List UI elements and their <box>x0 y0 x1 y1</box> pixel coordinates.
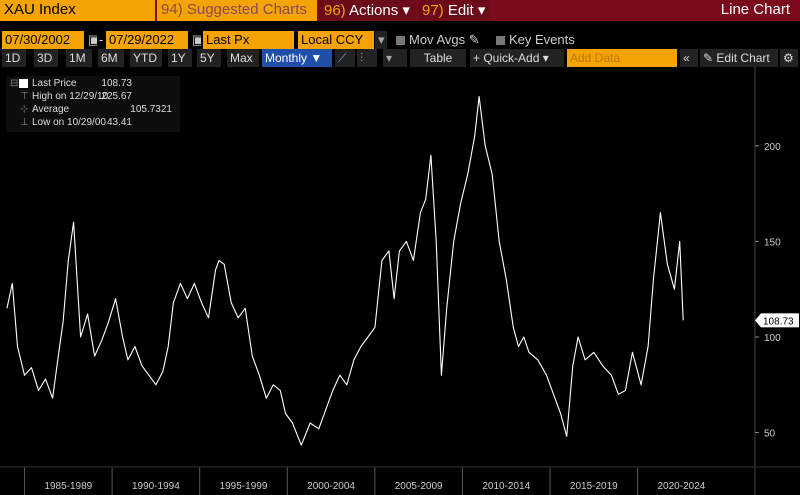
field-select[interactable]: Last Px <box>203 31 294 49</box>
line-chart-icon[interactable]: ⟋ <box>335 49 355 67</box>
legend-average-label: Average <box>32 104 70 115</box>
key-events-label: Key Events <box>509 32 575 47</box>
range-6m[interactable]: 6M <box>98 49 124 67</box>
legend-low-label: Low on 10/29/00 <box>32 117 106 128</box>
edit-number: 97) <box>422 2 444 19</box>
range-bar: 1D 3D 1M 6M YTD 1Y 5Y Max Monthly ▼ ⟋ ⫶ … <box>0 49 800 67</box>
x-axis: 1985-1989 1990-1994 1995-1999 2000-2004 2005… <box>0 466 800 492</box>
x-tick-label: 2005-2009 <box>395 481 443 492</box>
table-button[interactable]: Table <box>410 49 466 67</box>
currency-dropdown-icon[interactable]: ▾ <box>375 31 387 49</box>
legend-high-value: 225.67 <box>101 91 132 102</box>
x-tick-label: 2020-2024 <box>658 481 706 492</box>
range-1m[interactable]: 1M <box>66 49 92 67</box>
legend-high-label: High on 12/29/10 <box>32 91 109 102</box>
legend-last-value: 108.73 <box>101 78 132 89</box>
actions-label: Actions ▾ <box>349 2 410 19</box>
edit-chart-label: Edit Chart <box>716 51 770 65</box>
collapse-icon[interactable]: « <box>680 49 698 67</box>
title-bar: XAU Index 94) Suggested Charts 96) Actio… <box>0 0 800 21</box>
legend-low: ⊥ Low on 10/29/00 43.41 <box>6 117 180 129</box>
y-tick-label: 200 <box>764 142 781 153</box>
frequency-select[interactable]: Monthly ▼ <box>262 49 332 67</box>
legend-high: ⊤ High on 12/29/10 225.67 <box>6 91 180 103</box>
settings-gear-icon[interactable]: ⚙ <box>780 49 798 67</box>
legend-last-price[interactable]: ⊟ Last Price 108.73 <box>6 78 180 90</box>
key-events-toggle[interactable]: Key Events <box>493 31 593 49</box>
price-chart[interactable]: 50 100 150 200 1985-1989 1990-1994 1995-1999 2… <box>0 67 800 495</box>
x-tick-label: 1995-1999 <box>220 481 268 492</box>
actions-number: 96) <box>324 2 346 19</box>
chart-type-label: Line Chart <box>720 1 790 18</box>
currency-select[interactable]: Local CCY <box>298 31 374 49</box>
legend-low-value: 43.41 <box>106 117 132 128</box>
range-5y[interactable]: 5Y <box>197 49 221 67</box>
legend-swatch-white <box>19 79 28 88</box>
legend-average-value: 105.7321 <box>130 104 172 115</box>
end-date-input[interactable]: 07/29/2022 <box>106 31 188 49</box>
bar-chart-icon[interactable]: ⫶ <box>357 49 377 67</box>
range-1y[interactable]: 1Y <box>168 49 192 67</box>
legend-average: ⊹ Average 105.7321 <box>6 104 180 116</box>
y-tick-label: 100 <box>764 333 781 344</box>
chart-style-dropdown-icon[interactable]: ▾ <box>383 49 407 67</box>
y-tick-label: 150 <box>764 237 781 248</box>
x-tick-label: 2015-2019 <box>570 481 618 492</box>
x-tick-label: 2010-2014 <box>482 481 530 492</box>
legend-high-icon: ⊤ <box>20 91 29 102</box>
legend-last-label: Last Price <box>32 78 77 89</box>
x-axis-separators <box>24 467 639 495</box>
last-value-pointer <box>755 313 761 328</box>
edit-menu[interactable]: 97) Edit ▾ <box>418 0 490 21</box>
quick-add-button[interactable]: + Quick-Add ▾ <box>470 49 564 67</box>
ticker-text: XAU Index <box>4 1 76 18</box>
pencil-icon[interactable]: ✎ <box>468 32 480 47</box>
suggested-charts-button[interactable]: 94) Suggested Charts <box>157 0 317 21</box>
edit-chart-pencil-icon: ✎ <box>703 51 714 65</box>
mov-avgs-label: Mov Avgs <box>409 32 466 47</box>
price-series-line <box>6 96 684 446</box>
start-calendar-icon[interactable]: ▣ <box>88 32 97 47</box>
ticker-field[interactable]: XAU Index <box>0 0 155 21</box>
last-value-marker: 108.73 <box>755 313 799 328</box>
range-ytd[interactable]: YTD <box>130 49 162 67</box>
range-1d[interactable]: 1D <box>2 49 26 67</box>
suggested-charts-number: 94) <box>161 1 183 18</box>
x-tick-label: 1985-1989 <box>44 481 92 492</box>
date-dash: - <box>99 32 104 47</box>
start-date-input[interactable]: 07/30/2002 <box>2 31 84 49</box>
last-value-box <box>761 313 799 328</box>
range-3d[interactable]: 3D <box>34 49 58 67</box>
key-events-checkbox[interactable] <box>496 36 505 46</box>
suggested-charts-label: Suggested Charts <box>186 1 307 18</box>
add-data-input[interactable]: Add Data <box>567 49 677 67</box>
y-axis: 50 100 150 200 <box>754 67 781 495</box>
last-value-label: 108.73 <box>763 316 794 327</box>
mov-avgs-toggle[interactable]: Mov Avgs ✎ <box>393 31 491 49</box>
y-tick-label: 50 <box>764 429 776 440</box>
date-range-bar: 07/30/2002 ▣ - 07/29/2022 ▣ Last Px Loca… <box>0 31 800 49</box>
legend-low-icon: ⊥ <box>20 117 29 128</box>
actions-menu[interactable]: 96) Actions ▾ <box>320 0 416 21</box>
mov-avgs-checkbox[interactable] <box>396 36 405 46</box>
legend-collapse-icon[interactable]: ⊟ <box>10 78 19 89</box>
edit-chart-button[interactable]: ✎ Edit Chart <box>700 49 778 67</box>
legend-average-icon: ⊹ <box>20 104 29 115</box>
edit-label: Edit ▾ <box>447 2 486 19</box>
chart-legend: ⊟ Last Price 108.73 ⊤ High on 12/29/10 2… <box>6 76 180 132</box>
end-calendar-icon[interactable]: ▣ <box>192 32 201 47</box>
range-max[interactable]: Max <box>227 49 259 67</box>
x-tick-label: 1990-1994 <box>132 481 180 492</box>
x-tick-label: 2000-2004 <box>307 481 355 492</box>
